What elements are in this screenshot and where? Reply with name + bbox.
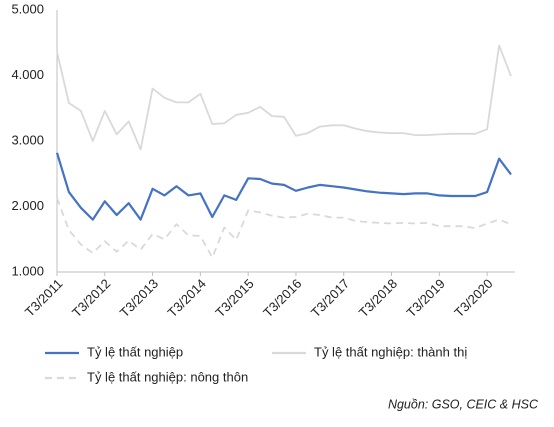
series-line: [55, 152, 512, 221]
y-tick-label: 2.000: [11, 198, 44, 213]
x-tick-label: T3/2020: [451, 276, 495, 320]
y-tick-label: 5.000: [11, 1, 44, 16]
legend-label: Tỷ lệ thất nghiệp: nông thôn: [87, 369, 248, 384]
x-tick-label: T3/2017: [308, 276, 352, 320]
x-tick-label: T3/2013: [117, 276, 161, 320]
y-tick-label: 3.000: [11, 132, 44, 147]
x-tick-label: T3/2012: [69, 276, 113, 320]
x-tick-label: T3/2011: [22, 276, 66, 320]
y-tick-label: 4.000: [11, 67, 44, 82]
x-tick-label: T3/2014: [165, 276, 209, 320]
series-line: [56, 44, 512, 151]
legend-label: Tỷ lệ thất nghiệp: thành thị: [314, 344, 467, 359]
legend-label: Tỷ lệ thất nghiệp: [87, 344, 183, 359]
x-tick-label: T3/2019: [404, 276, 448, 320]
y-tick-label: 1.000: [11, 263, 44, 278]
x-tick-label: T3/2016: [260, 276, 304, 320]
x-tick-label: T3/2018: [356, 276, 400, 320]
source-note: Nguồn: GSO, CEIC & HSC: [388, 397, 539, 411]
x-tick-label: T3/2015: [212, 276, 256, 320]
series-line: [56, 197, 512, 259]
